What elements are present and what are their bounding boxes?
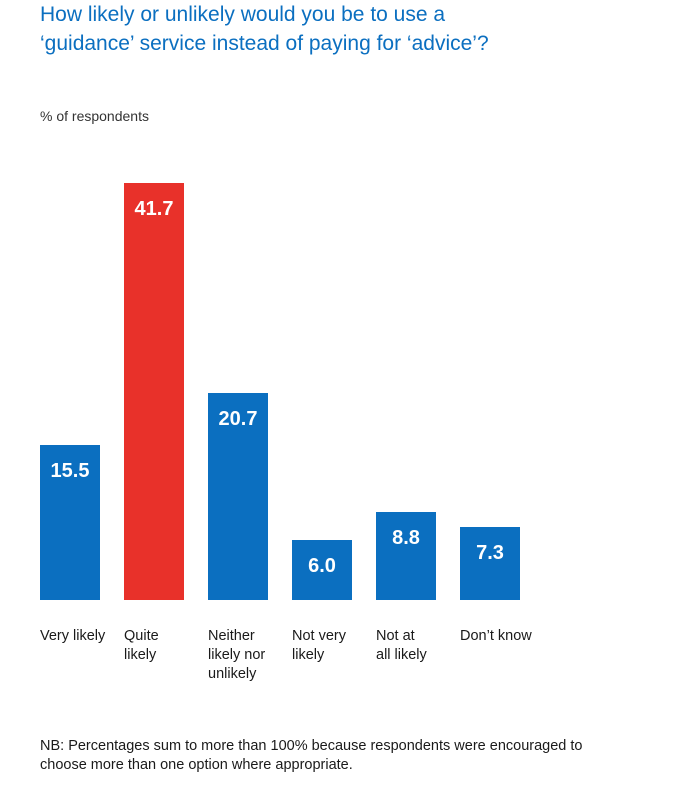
bar [124, 183, 184, 600]
bar-value-label: 6.0 [308, 555, 336, 577]
bar-value-label: 7.3 [476, 542, 504, 564]
bar [376, 512, 436, 600]
bar-chart: 15.5 Very likely 41.7 Quite likely 20.7 Neithe… [40, 183, 532, 682]
bar [460, 527, 520, 600]
y-axis-label: % of respondents [40, 108, 149, 124]
category-label: Don’t know [460, 628, 532, 644]
category-label: Not very likely [292, 628, 347, 663]
category-label: Very likely [40, 628, 106, 644]
bar-value-label: 8.8 [392, 527, 420, 549]
bar [292, 540, 352, 600]
category-label: Not at all likely [376, 628, 428, 663]
bar [40, 445, 100, 600]
bar-value-label: 41.7 [135, 198, 174, 220]
chart-title: How likely or unlikely would you be to u… [40, 3, 489, 55]
footnote: NB: Percentages sum to more than 100% be… [40, 738, 583, 773]
bar-value-label: 15.5 [51, 460, 90, 482]
bar-value-label: 20.7 [219, 408, 258, 430]
category-label: Quite likely [124, 628, 159, 663]
bar [208, 393, 268, 600]
category-label: Neither likely nor unlikely [208, 628, 265, 682]
